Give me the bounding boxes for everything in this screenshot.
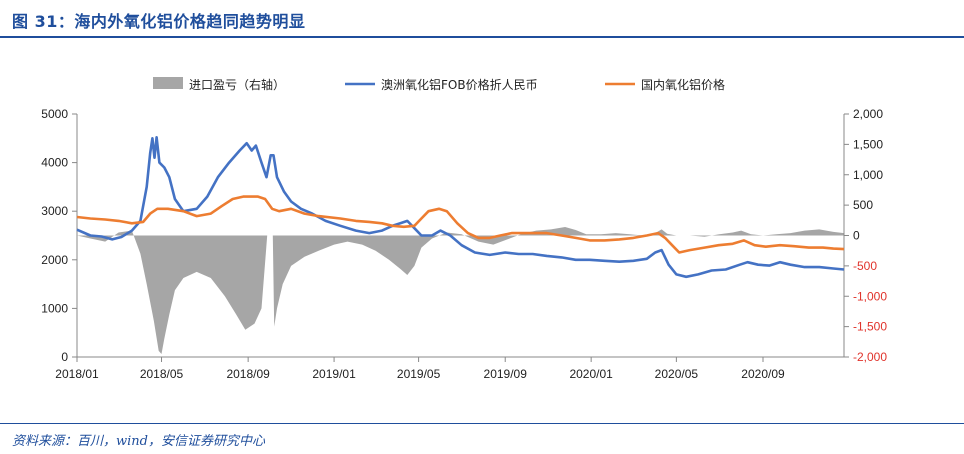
x-tick-label: 2019/09	[484, 367, 528, 381]
x-tick-label: 2020/01	[569, 367, 613, 381]
price-lines-layer	[76, 136, 845, 279]
source-note: 资料来源：百川，wind，安信证券研究中心	[12, 434, 265, 449]
y-left-tick-label: 3000	[41, 204, 68, 218]
title-divider	[0, 36, 964, 38]
y-right-tick-label: -1,500	[853, 320, 887, 334]
import-profit-area-layer	[77, 227, 844, 354]
y-left-tick-label: 0	[61, 350, 68, 364]
y-left-tick-label: 4000	[41, 156, 68, 170]
x-tick-label: 2020/05	[655, 367, 699, 381]
legend-item-domestic-price: 国内氧化铝价格	[641, 77, 725, 92]
series-area-import-profit	[77, 227, 844, 354]
x-tick-label: 2019/05	[397, 367, 441, 381]
legend-item-import-profit: 进口盈亏（右轴）	[189, 77, 285, 92]
y-right-tick-label: -2,000	[853, 350, 887, 364]
figure-title: 图 31：海内外氧化铝价格趋同趋势明显	[12, 12, 306, 31]
legend-item-australia-fob: 澳洲氧化铝FOB价格折人民币	[381, 77, 538, 92]
axes-layer: 2018/01 2018/05 2018/09 2019/01 2019/05 2019/…	[41, 107, 887, 381]
x-tick-label: 2018/01	[55, 367, 99, 381]
legend-swatch-area	[153, 77, 183, 89]
y-right-tick-label: 1,000	[853, 168, 883, 182]
y-left-tick-label: 2000	[41, 253, 68, 267]
y-right-tick-label: 0	[853, 229, 860, 243]
y-left-tick-label: 1000	[41, 301, 68, 315]
source-divider	[0, 423, 964, 424]
legend: 进口盈亏（右轴） 澳洲氧化铝FOB价格折人民币 国内氧化铝价格	[153, 77, 725, 92]
y-right-tick-label: 1,500	[853, 137, 883, 151]
series-line-domestic-price	[76, 195, 845, 254]
y-right-tick-label: 2,000	[853, 107, 883, 121]
x-tick-label: 2018/05	[140, 367, 184, 381]
x-tick-label: 2020/09	[741, 367, 785, 381]
y-right-tick-label: 500	[853, 198, 873, 212]
y-right-tick-label: -500	[853, 259, 877, 273]
x-tick-label: 2018/09	[226, 367, 270, 381]
x-tick-label: 2019/01	[312, 367, 356, 381]
y-left-tick-label: 5000	[41, 107, 68, 121]
y-right-tick-label: -1,000	[853, 289, 887, 303]
